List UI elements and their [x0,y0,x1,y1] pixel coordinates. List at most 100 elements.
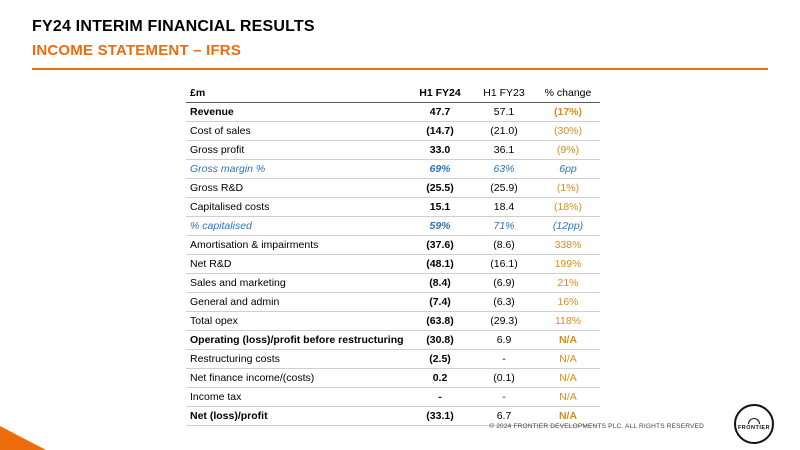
table-row: Gross margin % 69% 63% 6pp [186,160,600,179]
cell-fy24: (25.5) [426,182,454,194]
cell-fy24: (33.1) [426,410,454,422]
cell-fy24: (14.7) [426,125,454,137]
cell-change: (12pp) [552,220,584,232]
cell-change: N/A [559,372,577,384]
cell-label: Gross profit [190,144,245,156]
cell-fy23: (8.6) [493,239,515,251]
cell-fy24: 33.0 [429,144,451,156]
cell-fy24: (48.1) [426,258,454,270]
cell-fy24: 69% [429,163,451,175]
cell-fy24: 59% [429,220,451,232]
slide-subtitle: INCOME STATEMENT – IFRS [32,42,242,59]
cell-fy24: (7.4) [429,296,451,308]
table-row: Cost of sales (14.7) (21.0) (30%) [186,122,600,141]
cell-fy24: (37.6) [426,239,454,251]
income-statement-table: £m H1 FY24 H1 FY23 % change Revenue 47.7 5… [186,84,600,426]
table-row: Total opex (63.8) (29.3) 118% [186,312,600,331]
cell-label: Sales and marketing [190,277,286,289]
cell-change: 16% [557,296,579,308]
table-row: Operating (loss)/profit before restructu… [186,331,600,350]
cell-fy24: (30.8) [426,334,454,346]
income-table-body: Revenue 47.7 57.1 (17%) Cost of sales (14.7) (… [186,103,600,426]
cell-fy23: - [502,353,506,365]
cell-label: Income tax [190,391,242,403]
cell-change: (9%) [556,144,580,156]
cell-label: Total opex [190,315,238,327]
slide-header: FY24 INTERIM FINANCIAL RESULTS INCOME ST… [0,0,800,70]
cell-fy23: 6.9 [496,334,512,346]
cell-label: Net (loss)/profit [190,410,268,422]
cell-label: Restructuring costs [190,353,280,365]
cell-fy24: (8.4) [429,277,451,289]
copyright-text: © 2024 FRONTIER DEVELOPMENTS PLC. ALL RI… [489,423,704,430]
cell-label: Cost of sales [190,125,251,137]
table-row: Amortisation & impairments (37.6) (8.6) 338… [186,236,600,255]
cell-label: Gross margin % [190,163,266,175]
cell-label: Capitalised costs [190,201,270,213]
table-row: Net (loss)/profit (33.1) 6.7 N/A [186,407,600,426]
cell-fy23: 18.4 [493,201,515,213]
cell-fy23: (0.1) [493,372,515,384]
table-row: Net finance income/(costs) 0.2 (0.1) N/A [186,369,600,388]
cell-change: (30%) [553,125,582,137]
cell-fy23: (6.9) [493,277,515,289]
cell-change: 21% [557,277,579,289]
frontier-logo-text: FRONTIER [737,424,771,431]
cell-change: 199% [554,258,582,270]
cell-fy24: 15.1 [429,201,451,213]
cell-fy23: (6.3) [493,296,515,308]
column-header-gbp-m: £m [190,87,206,99]
cell-change: (18%) [553,201,582,213]
cell-change: N/A [558,410,578,422]
cell-label: Operating (loss)/profit before restructu… [190,334,404,346]
frontier-bird-icon [748,417,760,424]
table-row: Revenue 47.7 57.1 (17%) [186,103,600,122]
cell-label: Net finance income/(costs) [190,372,315,384]
cell-label: Net R&D [190,258,232,270]
cell-fy23: 71% [493,220,515,232]
cell-fy24: 0.2 [432,372,448,384]
cell-fy23: (29.3) [490,315,518,327]
cell-fy24: (2.5) [429,353,451,365]
cell-change: 338% [554,239,582,251]
cell-change: (17%) [553,106,582,118]
cell-change: N/A [559,391,577,403]
table-row: Gross R&D (25.5) (25.9) (1%) [186,179,600,198]
cell-fy24: 47.7 [429,106,451,118]
cell-fy24: - [438,391,442,403]
column-header-pct-change: % change [544,87,592,99]
cell-change: N/A [559,353,577,365]
table-row: Net R&D (48.1) (16.1) 199% [186,255,600,274]
cell-fy23: (25.9) [490,182,518,194]
cell-fy23: 63% [493,163,515,175]
cell-fy23: (16.1) [490,258,518,270]
header-divider-rule [32,68,768,70]
corner-triangle-decoration [0,426,46,450]
column-header-h1-fy24: H1 FY24 [419,87,461,99]
table-row: % capitalised 59% 71% (12pp) [186,217,600,236]
table-row: General and admin (7.4) (6.3) 16% [186,293,600,312]
cell-fy23: (21.0) [490,125,518,137]
cell-change: 6pp [559,163,577,175]
cell-change: N/A [558,334,578,346]
cell-fy24: (63.8) [426,315,454,327]
cell-fy23: 6.7 [496,410,512,422]
table-row: Gross profit 33.0 36.1 (9%) [186,141,600,160]
table-row: Income tax - - N/A [186,388,600,407]
cell-change: 118% [554,315,582,327]
cell-label: Revenue [190,106,234,118]
cell-fy23: - [502,391,506,403]
table-header-row: £m H1 FY24 H1 FY23 % change [186,84,600,103]
frontier-logo: FRONTIER [734,404,774,444]
cell-label: General and admin [190,296,280,308]
slide-title: FY24 INTERIM FINANCIAL RESULTS [32,18,315,35]
cell-label: Amortisation & impairments [190,239,319,251]
cell-fy23: 36.1 [493,144,515,156]
table-row: Sales and marketing (8.4) (6.9) 21% [186,274,600,293]
table-row: Restructuring costs (2.5) - N/A [186,350,600,369]
cell-label: Gross R&D [190,182,244,194]
table-row: Capitalised costs 15.1 18.4 (18%) [186,198,600,217]
column-header-h1-fy23: H1 FY23 [483,87,525,99]
cell-fy23: 57.1 [493,106,515,118]
